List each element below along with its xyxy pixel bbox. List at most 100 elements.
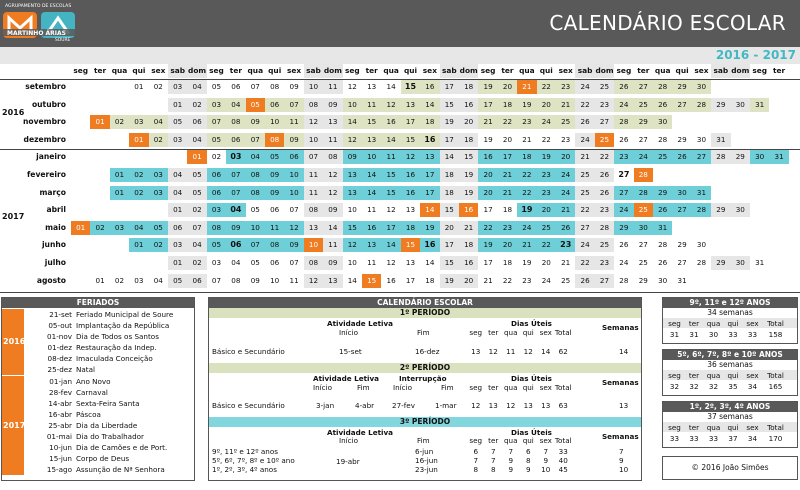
day-cell: 26 bbox=[614, 80, 634, 94]
day-cell: 03 bbox=[211, 258, 222, 267]
p3-inicio: Início bbox=[339, 436, 359, 445]
day-cell: 19 bbox=[478, 80, 498, 94]
day-cell: 11 bbox=[367, 258, 377, 267]
summary-head: seg ter qua qui sex Total bbox=[663, 422, 797, 432]
day-col-header: qui bbox=[522, 436, 534, 445]
feriado-date: 15-jun bbox=[49, 454, 72, 463]
day-col-header: qua bbox=[503, 383, 518, 392]
day-cell: 17 bbox=[439, 238, 459, 253]
day-cell: 25 bbox=[594, 238, 615, 253]
day-cell: 15 bbox=[342, 220, 362, 235]
day-cell: 05 bbox=[168, 273, 188, 288]
weekday-header: ter bbox=[637, 66, 650, 75]
day-cell: 20 bbox=[478, 185, 498, 200]
day-cell: 08 bbox=[245, 185, 265, 200]
p1-title: 1º PERÍODO bbox=[209, 308, 641, 318]
day-cell: 24 bbox=[614, 97, 634, 112]
day-cell: 16 bbox=[459, 97, 479, 112]
day-cell: 18 bbox=[502, 258, 513, 267]
day-cell: 18 bbox=[497, 97, 518, 112]
summary-values: 33 33 33 37 34 170 bbox=[663, 432, 797, 444]
p1-row-inicio: 15-set bbox=[339, 347, 362, 356]
day-cell: 06 bbox=[187, 273, 207, 288]
summary-value: 34 bbox=[747, 382, 758, 391]
year-bar bbox=[0, 47, 800, 64]
day-cell: 26 bbox=[556, 220, 576, 235]
day-cell: 23 bbox=[561, 134, 571, 144]
day-cell: 11 bbox=[265, 220, 285, 235]
day-cell: 12 bbox=[284, 220, 304, 235]
summary-title: 1º, 2º, 3º, 4º ANOS bbox=[663, 402, 797, 412]
day-cell: 30 bbox=[750, 150, 770, 165]
weekday-header: dom bbox=[323, 64, 343, 78]
day-cell: 09 bbox=[323, 97, 343, 112]
weekday-header: qua bbox=[654, 66, 671, 75]
day-cell: 18 bbox=[459, 80, 479, 94]
day-cell: 10 bbox=[303, 132, 324, 147]
summary-day-header: seg bbox=[668, 371, 681, 380]
day-cell: 10 bbox=[265, 115, 285, 130]
day-cell: 06 bbox=[206, 168, 227, 182]
day-cell: 14 bbox=[362, 185, 382, 200]
day-cell: 30 bbox=[633, 220, 653, 235]
weekday-header: dom bbox=[594, 64, 615, 78]
day-cell: 03 bbox=[168, 238, 188, 253]
feriados-title: FERIADOS bbox=[2, 298, 194, 308]
weekday-header: qui bbox=[132, 66, 146, 75]
day-cell: 29 bbox=[677, 240, 687, 250]
summary-value: 158 bbox=[768, 330, 783, 339]
school-calendar-panel: CALENDÁRIO ESCOLAR 1º PERÍODO Atividade … bbox=[208, 297, 642, 481]
day-cell: 31 bbox=[769, 150, 789, 165]
day-cell: 06 bbox=[270, 258, 280, 267]
day-cell: 27 bbox=[672, 97, 692, 112]
day-cell: 21 bbox=[575, 150, 595, 165]
day-cell: 23 bbox=[517, 115, 537, 130]
p3-atividade: Atividade Letiva bbox=[327, 428, 394, 437]
day-cell: 22 bbox=[536, 80, 556, 94]
summary-value: 31 bbox=[689, 330, 699, 339]
day-cell: 14 bbox=[420, 203, 440, 218]
p2-inicio: Início bbox=[313, 383, 333, 392]
p1-row-fim: 16-dez bbox=[415, 347, 440, 356]
weekday-header: sex bbox=[422, 66, 437, 75]
day-cell: 11 bbox=[303, 168, 324, 182]
day-cell: 09 bbox=[284, 238, 304, 253]
day-col-header: ter bbox=[488, 328, 499, 337]
month-name: novembro bbox=[22, 117, 66, 127]
day-cell: 10 bbox=[245, 220, 265, 235]
day-cell: 22 bbox=[575, 256, 595, 270]
day-col-header: 62 bbox=[558, 347, 568, 356]
day-cell: 15 bbox=[381, 185, 401, 200]
day-cell: 10 bbox=[284, 185, 304, 200]
day-cell: 19 bbox=[478, 238, 498, 253]
day-cell: 01 bbox=[168, 97, 188, 112]
feriado-name: Dia de Todos os Santos bbox=[76, 332, 159, 341]
weekday-header: qui bbox=[675, 66, 689, 75]
day-cell: 27 bbox=[575, 220, 595, 235]
feriados-year: 2017 bbox=[3, 420, 26, 430]
day-cell: 10 bbox=[303, 238, 324, 253]
summary-day-header: ter bbox=[688, 371, 700, 380]
day-cell: 13 bbox=[342, 185, 362, 200]
day-cell: 29 bbox=[633, 115, 653, 130]
day-col-header: 11 bbox=[506, 347, 516, 356]
day-col-header: 9 bbox=[543, 456, 549, 465]
weekday-header: qua bbox=[111, 66, 128, 75]
month-name: junho bbox=[41, 240, 66, 250]
day-cell: 16 bbox=[362, 220, 382, 235]
day-cell: 01 bbox=[95, 275, 105, 285]
day-cell: 29 bbox=[653, 185, 673, 200]
feriado-name: Páscoa bbox=[76, 410, 101, 419]
day-cell: 02 bbox=[148, 132, 168, 147]
day-cell: 30 bbox=[691, 80, 712, 94]
p2-title: 2º PERÍODO bbox=[209, 363, 641, 373]
p1-table: Atividade Letiva Início Fim Dias Úteis Seman… bbox=[209, 318, 641, 363]
day-cell: 23 bbox=[594, 203, 615, 218]
day-cell: 07 bbox=[289, 258, 299, 267]
day-cell: 25 bbox=[594, 80, 615, 94]
day-cell: 06 bbox=[284, 150, 304, 165]
day-cell: 14 bbox=[381, 238, 401, 253]
day-col-header: 12 bbox=[471, 401, 481, 410]
day-cell: 21 bbox=[561, 258, 571, 267]
summary-day-header: qui bbox=[727, 423, 739, 432]
